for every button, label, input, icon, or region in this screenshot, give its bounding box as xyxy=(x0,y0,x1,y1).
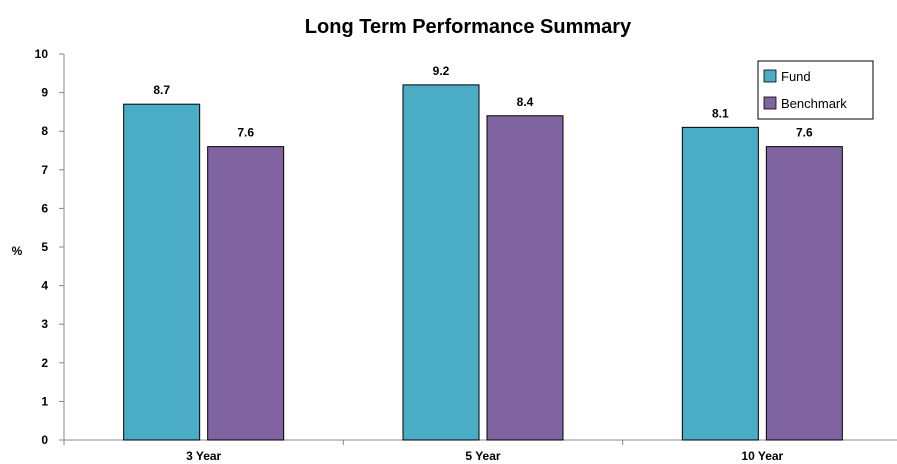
bar-fund xyxy=(123,103,201,441)
data-label-benchmark: 7.6 xyxy=(237,126,254,140)
y-tick-label: 9 xyxy=(41,86,48,100)
x-axis: 3 Year 5 Year 10 Year xyxy=(63,439,897,463)
x-tick-label: 5 Year xyxy=(465,449,500,463)
data-label-fund: 8.1 xyxy=(712,106,729,120)
bar-benchmark xyxy=(486,115,564,441)
legend-label-benchmark: Benchmark xyxy=(781,96,847,111)
y-axis-title: % xyxy=(12,244,23,258)
legend-label-fund: Fund xyxy=(781,69,811,84)
data-label-fund: 9.2 xyxy=(433,64,450,78)
data-labels: 8.7 9.2 8.1 7.6 8.4 7.6 xyxy=(153,64,813,140)
bar-fund xyxy=(681,126,759,441)
legend: Fund Benchmark xyxy=(757,60,874,120)
x-tick-label: 10 Year xyxy=(741,449,783,463)
y-tick-label: 5 xyxy=(41,240,48,254)
bar-benchmark xyxy=(765,146,843,441)
y-tick-label: 0 xyxy=(41,433,48,447)
y-axis: 0 1 2 3 4 5 6 7 8 9 10 xyxy=(35,47,65,447)
y-tick-label: 1 xyxy=(41,394,48,408)
data-label-benchmark: 8.4 xyxy=(517,95,534,109)
x-tick-label: 3 Year xyxy=(186,449,221,463)
y-tick-label: 3 xyxy=(41,317,48,331)
y-tick-label: 10 xyxy=(35,47,49,61)
y-tick-label: 8 xyxy=(41,124,48,138)
data-label-benchmark: 7.6 xyxy=(796,126,813,140)
y-tick-label: 7 xyxy=(41,163,48,177)
y-tick-label: 6 xyxy=(41,201,48,215)
y-tick-label: 4 xyxy=(41,279,48,293)
chart-title: Long Term Performance Summary xyxy=(305,16,632,38)
data-label-fund: 8.7 xyxy=(153,83,170,97)
bar-fund xyxy=(402,84,480,441)
y-tick-label: 2 xyxy=(41,356,48,370)
bar-benchmark xyxy=(207,146,285,441)
legend-frame xyxy=(757,60,874,120)
legend-swatch-benchmark xyxy=(763,96,777,110)
bars xyxy=(123,84,843,441)
legend-swatch-fund xyxy=(763,69,777,83)
